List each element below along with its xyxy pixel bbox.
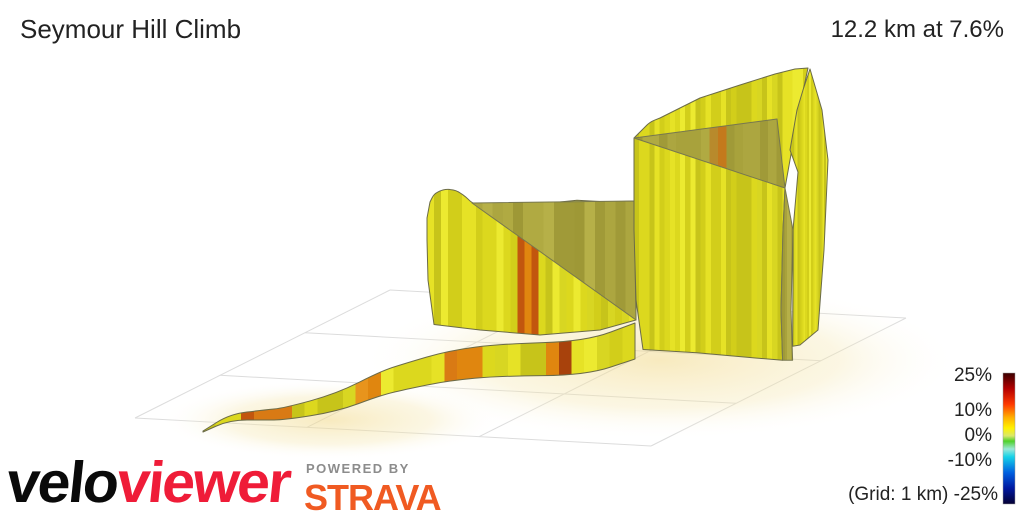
svg-text:-10%: -10%: [948, 450, 992, 471]
svg-text:0%: 0%: [965, 425, 993, 446]
svg-text:25%: 25%: [954, 365, 992, 386]
svg-text:(Grid: 1 km) -25%: (Grid: 1 km) -25%: [848, 484, 998, 505]
svg-text:10%: 10%: [954, 400, 992, 421]
